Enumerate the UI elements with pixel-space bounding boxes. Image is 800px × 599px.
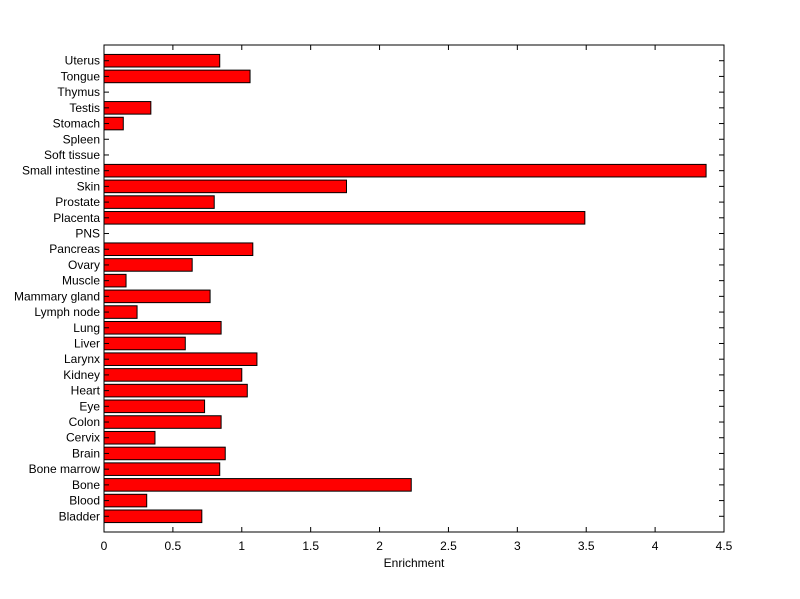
bar-brain bbox=[103, 446, 226, 461]
bars-group bbox=[103, 53, 707, 524]
y-tick-label: Lymph node bbox=[34, 305, 100, 319]
y-tick-label: Soft tissue bbox=[44, 148, 100, 162]
x-tick-label: 1.5 bbox=[302, 539, 319, 553]
y-tick-label: Placenta bbox=[53, 211, 100, 225]
x-tick-label: 3 bbox=[514, 539, 521, 553]
y-tick-label: Spleen bbox=[63, 132, 100, 146]
bar-bone bbox=[103, 478, 412, 492]
y-tick-label: Muscle bbox=[62, 274, 100, 288]
y-tick-label: Thymus bbox=[57, 85, 100, 99]
bar-blood bbox=[103, 493, 148, 508]
y-tick-label: Small intestine bbox=[22, 164, 100, 178]
y-tick-label: Stomach bbox=[53, 117, 100, 131]
bar-colon bbox=[103, 415, 222, 429]
bar-tongue bbox=[103, 69, 251, 84]
x-tick-label: 1 bbox=[238, 539, 245, 553]
y-tick-label: Bone bbox=[72, 478, 100, 492]
y-tick-label: Ovary bbox=[68, 258, 100, 272]
y-tick-label: Larynx bbox=[64, 352, 100, 366]
y-tick-label: Bone marrow bbox=[29, 462, 101, 476]
bar-bladder bbox=[103, 509, 203, 524]
y-tick-label: Bladder bbox=[59, 509, 100, 523]
ticks-group bbox=[103, 45, 725, 532]
bar-skin bbox=[103, 179, 347, 194]
y-tick-label: Colon bbox=[69, 415, 100, 429]
y-tick-label: Cervix bbox=[66, 431, 100, 445]
bar-ovary bbox=[103, 258, 193, 272]
y-tick-label: Kidney bbox=[63, 368, 100, 382]
bar-prostate bbox=[103, 195, 215, 209]
bar-cervix bbox=[103, 430, 156, 445]
y-tick-label: Eye bbox=[79, 399, 100, 413]
y-tick-label: Tongue bbox=[61, 69, 101, 83]
bar-small-intestine bbox=[103, 163, 707, 178]
bar-larynx bbox=[103, 352, 258, 366]
bar-heart bbox=[103, 383, 248, 398]
bar-lung bbox=[103, 320, 222, 335]
y-tick-label: Mammary gland bbox=[14, 289, 100, 303]
y-tick-label: Uterus bbox=[65, 54, 100, 68]
bar-kidney bbox=[103, 368, 243, 382]
y-tick-label: Blood bbox=[69, 494, 100, 508]
x-tick-label: 3.5 bbox=[578, 539, 595, 553]
y-tick-label: Lung bbox=[73, 321, 100, 335]
y-tick-label: Testis bbox=[69, 101, 100, 115]
plot-frame bbox=[103, 44, 725, 533]
y-tick-label: Liver bbox=[74, 336, 100, 350]
bar-placenta bbox=[103, 211, 586, 225]
bar-bone-marrow bbox=[103, 462, 221, 476]
x-tick-label: 2.5 bbox=[440, 539, 457, 553]
bar-mammary-gland bbox=[103, 289, 211, 304]
y-tick-label: Skin bbox=[77, 179, 100, 193]
y-tick-label: Heart bbox=[71, 384, 101, 398]
y-tick-label: PNS bbox=[75, 227, 100, 241]
y-tick-label: Brain bbox=[72, 446, 100, 460]
x-tick-label: 4.5 bbox=[716, 539, 733, 553]
x-tick-label: 0.5 bbox=[165, 539, 182, 553]
x-tick-label: 0 bbox=[101, 539, 108, 553]
y-tick-label: Pancreas bbox=[49, 242, 100, 256]
y-tick-label: Prostate bbox=[55, 195, 100, 209]
x-axis-label: Enrichment bbox=[384, 556, 445, 570]
x-tick-label: 4 bbox=[652, 539, 659, 553]
bar-eye bbox=[103, 399, 206, 414]
x-tick-label: 2 bbox=[376, 539, 383, 553]
bar-pancreas bbox=[103, 242, 254, 257]
bar-liver bbox=[103, 336, 186, 351]
bar-uterus bbox=[103, 53, 221, 68]
bar-testis bbox=[103, 101, 152, 115]
